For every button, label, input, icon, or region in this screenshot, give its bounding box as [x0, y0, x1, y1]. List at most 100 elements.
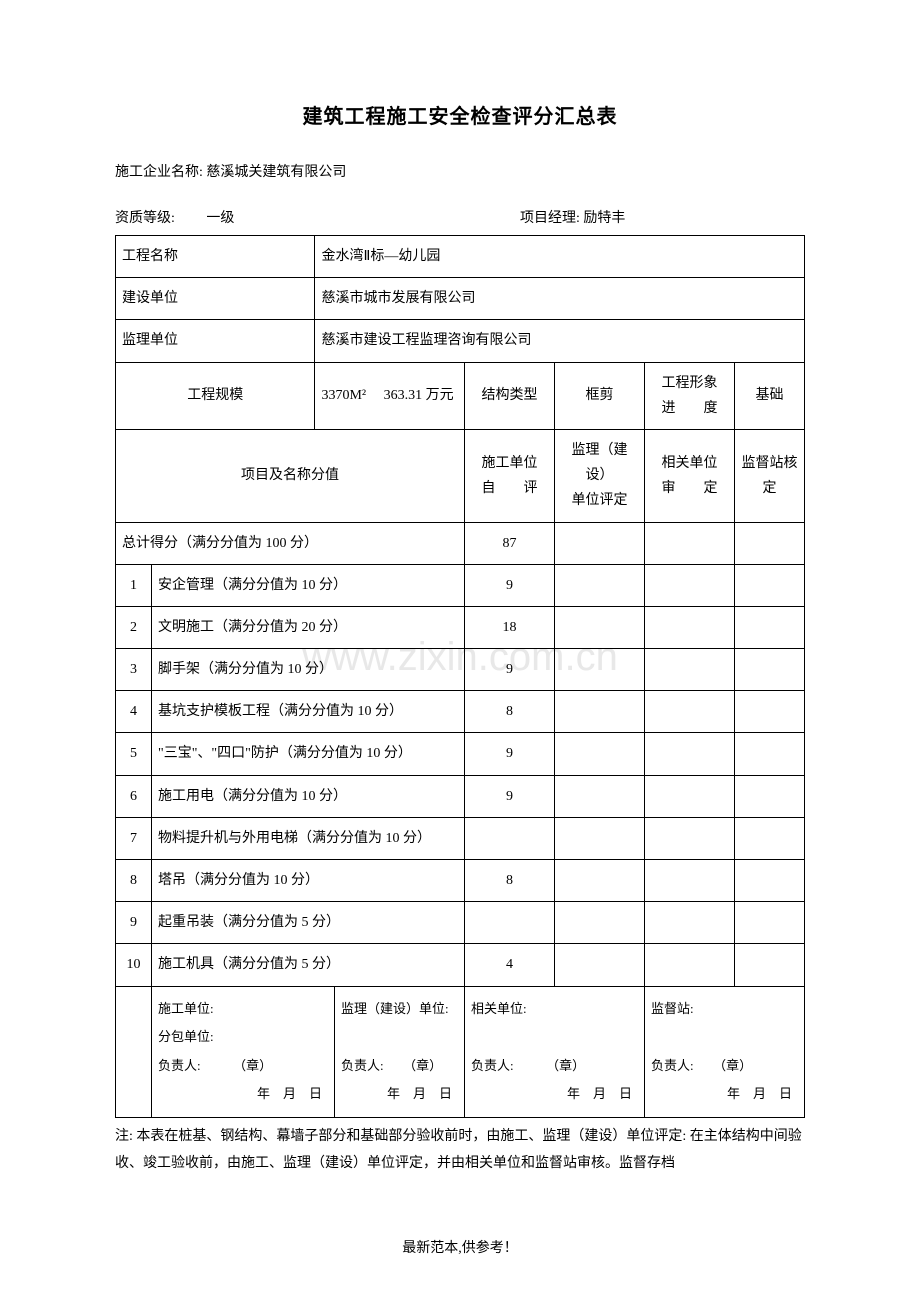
item-name: "三宝"、"四口"防护（满分分值为 10 分）	[152, 733, 465, 775]
sig-c3-l1: 相关单位:	[471, 995, 638, 1024]
item-num: 8	[116, 860, 152, 902]
empty-cell	[645, 649, 735, 691]
item-num: 1	[116, 564, 152, 606]
empty-cell	[735, 775, 805, 817]
empty-cell	[735, 733, 805, 775]
empty-cell	[645, 733, 735, 775]
empty-cell	[555, 860, 645, 902]
empty-cell	[735, 606, 805, 648]
sig-resp-4: 负责人: （章）	[651, 1052, 798, 1081]
empty-cell	[555, 691, 645, 733]
item-score: 9	[465, 564, 555, 606]
empty-cell	[735, 691, 805, 733]
empty-cell	[645, 944, 735, 986]
sig-c1-l1: 施工单位:	[158, 995, 328, 1024]
col-related: 相关单位 审 定	[645, 429, 735, 522]
col-station: 监督站核 定	[735, 429, 805, 522]
total-label: 总计得分（满分分值为 100 分）	[116, 522, 465, 564]
supervise-unit-value: 慈溪市建设工程监理咨询有限公司	[315, 320, 805, 362]
empty-cell	[645, 860, 735, 902]
item-score: 9	[465, 649, 555, 691]
item-name: 施工用电（满分分值为 10 分）	[152, 775, 465, 817]
page-title: 建筑工程施工安全检查评分汇总表	[115, 100, 805, 129]
main-table: 工程名称 金水湾Ⅱ标—幼儿园 建设单位 慈溪市城市发展有限公司 监理单位 慈溪市…	[115, 235, 805, 1118]
scale-value: 3370M² 363.31 万元	[315, 362, 465, 429]
empty-cell	[555, 733, 645, 775]
struct-type-label: 结构类型	[465, 362, 555, 429]
empty-cell	[735, 564, 805, 606]
item-num: 3	[116, 649, 152, 691]
empty-cell	[645, 902, 735, 944]
item-name: 文明施工（满分分值为 20 分）	[152, 606, 465, 648]
item-name: 起重吊装（满分分值为 5 分）	[152, 902, 465, 944]
item-num: 4	[116, 691, 152, 733]
item-score: 8	[465, 860, 555, 902]
item-num: 10	[116, 944, 152, 986]
item-score: 4	[465, 944, 555, 986]
progress-value: 基础	[735, 362, 805, 429]
table-row: 9 起重吊装（满分分值为 5 分）	[116, 902, 805, 944]
table-row: 总计得分（满分分值为 100 分） 87	[116, 522, 805, 564]
empty-cell	[645, 817, 735, 859]
sig-block-3: 相关单位: 负责人: （章） 年 月 日	[465, 986, 645, 1117]
project-name-value: 金水湾Ⅱ标—幼儿园	[315, 236, 805, 278]
empty-cell	[555, 902, 645, 944]
empty-cell	[555, 606, 645, 648]
empty-cell	[735, 522, 805, 564]
note-text: 注: 本表在桩基、钢结构、幕墙子部分和基础部分验收前时，由施工、监理（建设）单位…	[115, 1124, 805, 1177]
item-score: 9	[465, 733, 555, 775]
empty-cell	[555, 944, 645, 986]
pm-value: 励特丰	[583, 211, 625, 226]
progress-label-2: 进 度	[662, 401, 718, 416]
sig-date-1: 年 月 日	[158, 1080, 328, 1109]
table-row: 4 基坑支护模板工程（满分分值为 10 分） 8	[116, 691, 805, 733]
struct-type-value: 框剪	[555, 362, 645, 429]
empty-cell	[555, 649, 645, 691]
sig-c2-l1: 监理（建设）单位:	[341, 995, 458, 1024]
project-name-label: 工程名称	[116, 236, 315, 278]
sig-resp-1: 负责人: （章）	[158, 1052, 328, 1081]
item-header: 项目及名称分值	[116, 429, 465, 522]
item-name: 施工机具（满分分值为 5 分）	[152, 944, 465, 986]
table-row: 6 施工用电（满分分值为 10 分） 9	[116, 775, 805, 817]
sig-resp-2: 负责人: （章）	[341, 1052, 458, 1081]
build-unit-label: 建设单位	[116, 278, 315, 320]
empty-cell	[735, 817, 805, 859]
table-row: 7 物料提升机与外用电梯（满分分值为 10 分）	[116, 817, 805, 859]
table-row: 监理单位 慈溪市建设工程监理咨询有限公司	[116, 320, 805, 362]
sig-block-4: 监督站: 负责人: （章） 年 月 日	[645, 986, 805, 1117]
col2a: 监理（建设）	[572, 443, 628, 483]
item-score: 8	[465, 691, 555, 733]
item-num: 9	[116, 902, 152, 944]
sig-c1-l2: 分包单位:	[158, 1023, 328, 1052]
grade-value: 一级	[206, 211, 234, 226]
empty-cell	[116, 986, 152, 1117]
item-name: 脚手架（满分分值为 10 分）	[152, 649, 465, 691]
scale-label: 工程规模	[116, 362, 315, 429]
empty-cell	[645, 564, 735, 606]
supervise-unit-label: 监理单位	[116, 320, 315, 362]
item-score	[465, 902, 555, 944]
pm-label: 项目经理:	[520, 211, 580, 226]
empty-cell	[645, 775, 735, 817]
table-row: 10 施工机具（满分分值为 5 分） 4	[116, 944, 805, 986]
total-score: 87	[465, 522, 555, 564]
item-name: 基坑支护模板工程（满分分值为 10 分）	[152, 691, 465, 733]
sig-c4-l1: 监督站:	[651, 995, 798, 1024]
table-row: 3 脚手架（满分分值为 10 分） 9	[116, 649, 805, 691]
item-num: 5	[116, 733, 152, 775]
item-score	[465, 817, 555, 859]
grade-label: 资质等级:	[115, 211, 175, 226]
sig-block-2: 监理（建设）单位: 负责人: （章） 年 月 日	[335, 986, 465, 1117]
table-row: 工程名称 金水湾Ⅱ标—幼儿园	[116, 236, 805, 278]
footer-text: 最新范本,供参考！	[115, 1237, 805, 1257]
empty-cell	[645, 691, 735, 733]
empty-cell	[645, 606, 735, 648]
empty-cell	[735, 860, 805, 902]
empty-cell	[645, 522, 735, 564]
item-name: 安企管理（满分分值为 10 分）	[152, 564, 465, 606]
build-unit-value: 慈溪市城市发展有限公司	[315, 278, 805, 320]
table-row: 项目及名称分值 施工单位 自 评 监理（建设） 单位评定 相关单位 审 定 监督…	[116, 429, 805, 522]
item-num: 7	[116, 817, 152, 859]
empty-cell	[735, 902, 805, 944]
